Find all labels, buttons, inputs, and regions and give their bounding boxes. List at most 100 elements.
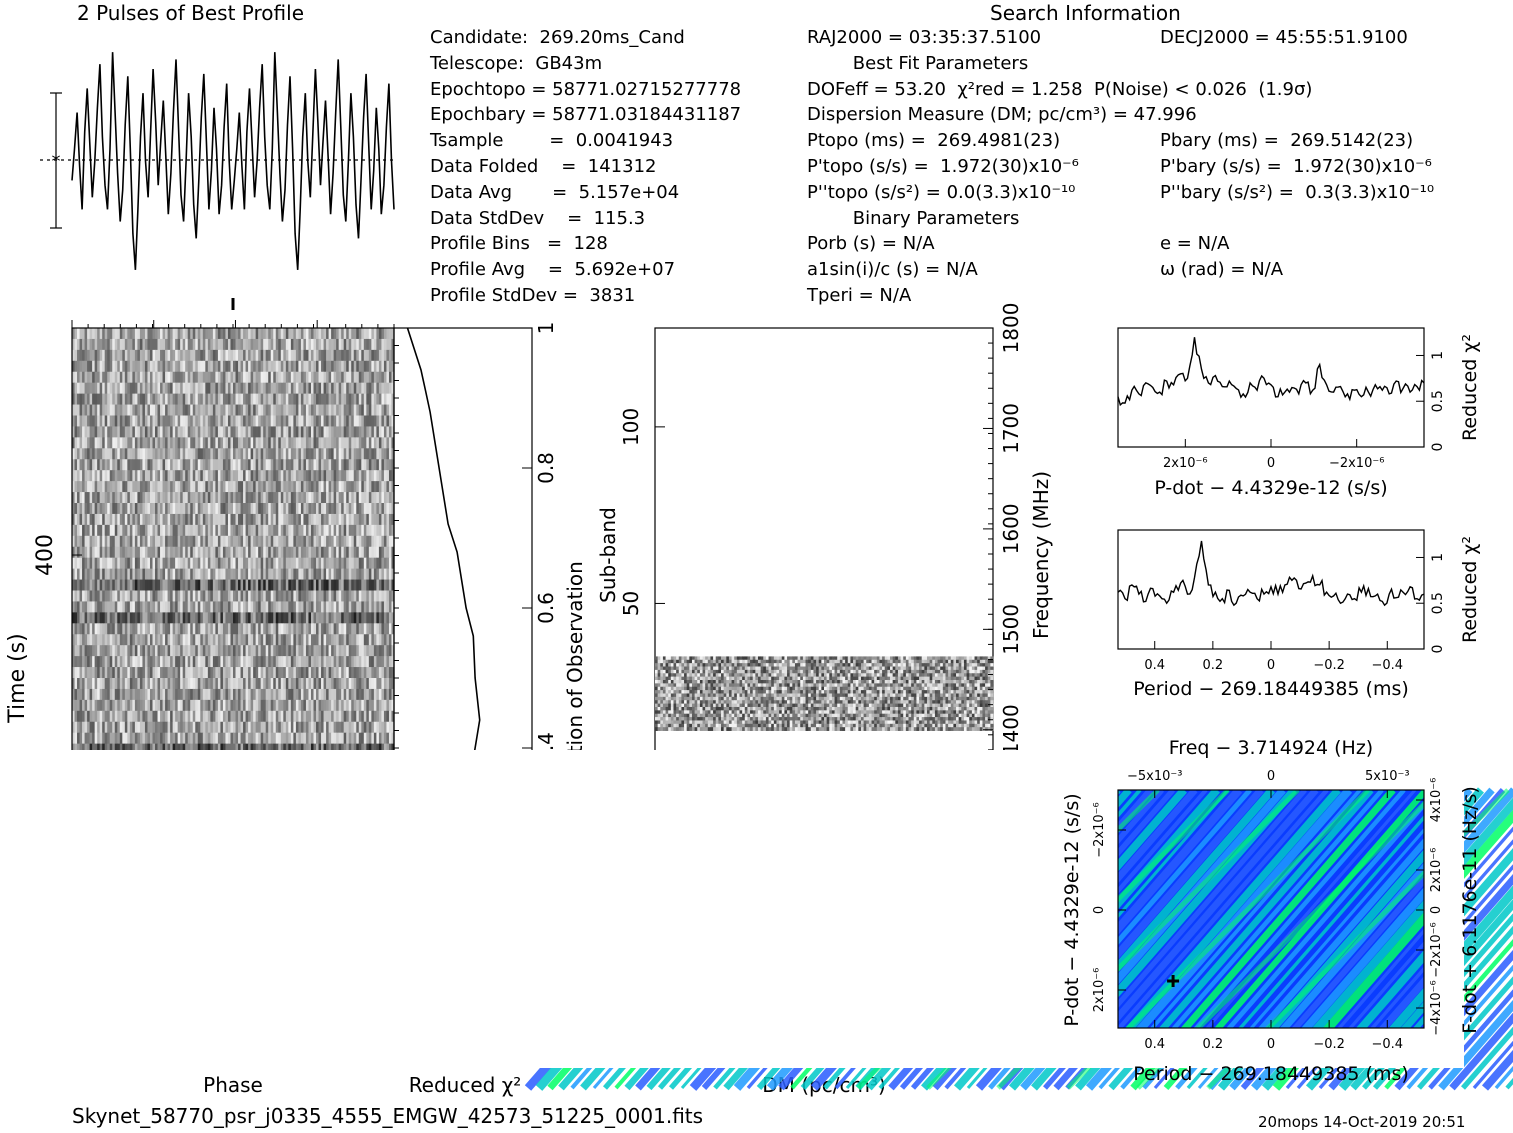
time-phase-cell bbox=[202, 546, 206, 559]
time-phase-cell bbox=[102, 448, 106, 460]
time-phase-cell bbox=[217, 656, 221, 668]
time-phase-cell bbox=[358, 338, 362, 351]
time-phase-cell bbox=[114, 568, 118, 580]
time-phase-cell bbox=[250, 492, 254, 504]
time-phase-cell bbox=[235, 535, 239, 548]
time-phase-cell bbox=[190, 492, 194, 504]
time-phase-cell bbox=[323, 645, 327, 657]
time-phase-cell bbox=[378, 667, 382, 679]
time-phase-cell bbox=[172, 338, 176, 351]
time-phase-cell bbox=[348, 535, 352, 548]
time-phase-cell bbox=[182, 612, 186, 624]
time-phase-cell bbox=[371, 732, 375, 745]
time-phase-cell bbox=[180, 601, 184, 613]
time-phase-cell bbox=[343, 371, 347, 384]
time-phase-cell bbox=[114, 656, 118, 668]
time-phase-cell bbox=[275, 513, 279, 526]
time-phase-cell bbox=[84, 481, 88, 493]
time-phase-cell bbox=[260, 568, 264, 580]
time-phase-cell bbox=[373, 437, 377, 449]
time-phase-cell bbox=[79, 426, 83, 438]
time-phase-cell bbox=[265, 470, 269, 482]
time-phase-cell bbox=[180, 328, 184, 340]
time-phase-cell bbox=[109, 503, 113, 515]
time-phase-cell bbox=[170, 382, 174, 395]
time-phase-cell bbox=[74, 645, 78, 657]
time-phase-cell bbox=[391, 667, 395, 679]
time-phase-cell bbox=[187, 743, 191, 755]
time-phase-cell bbox=[104, 710, 108, 723]
time-phase-cell bbox=[202, 349, 206, 362]
time-phase-cell bbox=[87, 360, 91, 373]
time-phase-cell bbox=[300, 349, 304, 362]
time-phase-cell bbox=[119, 568, 123, 580]
time-phase-cell bbox=[139, 535, 143, 548]
time-phase-cell bbox=[109, 371, 113, 384]
time-phase-cell bbox=[278, 678, 282, 690]
time-phase-cell bbox=[333, 459, 337, 471]
time-phase-cell bbox=[200, 743, 204, 755]
time-phase-cell bbox=[343, 513, 347, 526]
time-phase-cell bbox=[119, 612, 123, 624]
time-phase-cell bbox=[300, 623, 304, 635]
time-phase-cell bbox=[152, 371, 156, 384]
time-phase-cell bbox=[240, 393, 244, 405]
time-phase-cell bbox=[328, 328, 332, 340]
time-phase-cell bbox=[77, 568, 80, 580]
time-phase-cell bbox=[227, 415, 231, 427]
time-phase-cell bbox=[381, 721, 385, 734]
time-phase-cell bbox=[358, 481, 362, 493]
time-phase-cell bbox=[356, 721, 360, 734]
time-phase-cell bbox=[373, 557, 377, 570]
time-phase-cell bbox=[386, 579, 390, 591]
time-phase-cell bbox=[102, 699, 106, 712]
time-phase-cell bbox=[300, 448, 304, 460]
time-phase-cell bbox=[172, 513, 176, 526]
time-phase-cell bbox=[210, 699, 214, 712]
time-phase-cell bbox=[230, 743, 234, 755]
time-phase-cell bbox=[217, 546, 221, 559]
time-phase-cell bbox=[331, 448, 335, 460]
time-phase-cell bbox=[338, 656, 342, 668]
time-phase-cell bbox=[288, 667, 292, 679]
time-phase-cell bbox=[177, 415, 181, 427]
time-phase-cell bbox=[200, 634, 204, 646]
time-phase-cell bbox=[253, 481, 257, 493]
time-phase-cell bbox=[288, 732, 292, 745]
time-phase-cell bbox=[363, 360, 367, 373]
time-phase-cell bbox=[157, 678, 161, 690]
time-phase-cell bbox=[107, 579, 111, 591]
time-phase-cell bbox=[205, 721, 209, 734]
time-phase-cell bbox=[298, 656, 302, 668]
time-phase-cell bbox=[192, 601, 196, 613]
time-phase-cell bbox=[373, 612, 377, 624]
time-phase-cell bbox=[210, 688, 214, 701]
time-phase-cell bbox=[353, 437, 357, 449]
time-phase-cell bbox=[192, 393, 196, 405]
time-phase-cell bbox=[157, 459, 161, 471]
time-phase-cell bbox=[255, 349, 259, 362]
time-phase-cell bbox=[99, 393, 103, 405]
time-phase-cell bbox=[298, 415, 302, 427]
time-phase-cell bbox=[273, 360, 277, 373]
time-phase-cell bbox=[222, 437, 226, 449]
time-phase-cell bbox=[152, 667, 156, 679]
time-phase-cell bbox=[195, 481, 199, 493]
time-phase-cell bbox=[363, 678, 367, 690]
time-phase-cell bbox=[225, 382, 229, 395]
time-phase-cell bbox=[356, 535, 360, 548]
time-phase-cell bbox=[109, 699, 113, 712]
time-phase-cell bbox=[328, 535, 332, 548]
time-phase-cell bbox=[240, 557, 244, 570]
time-phase-cell bbox=[308, 688, 312, 701]
time-phase-cell bbox=[270, 470, 274, 482]
time-phase-cell bbox=[97, 546, 101, 559]
time-phase-cell bbox=[275, 524, 279, 537]
time-phase-cell bbox=[72, 645, 75, 657]
time-phase-cell bbox=[82, 513, 85, 526]
time-phase-cell bbox=[109, 656, 113, 668]
time-phase-cell bbox=[323, 393, 327, 405]
time-phase-cell bbox=[318, 678, 322, 690]
time-phase-cell bbox=[313, 349, 317, 362]
time-phase-cell bbox=[303, 710, 307, 723]
